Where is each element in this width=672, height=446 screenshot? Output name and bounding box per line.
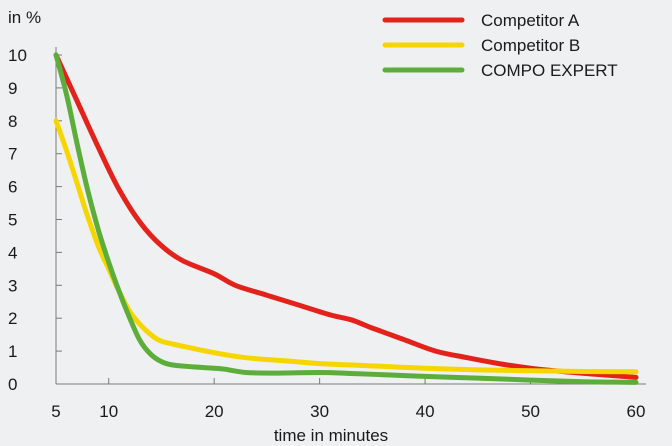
- x-tick-label: 5: [51, 402, 60, 421]
- legend-label-competitor-b: Competitor B: [481, 36, 580, 55]
- x-axis-label: time in minutes: [274, 426, 388, 445]
- series-line-competitor-a: [53, 52, 639, 380]
- series-line-compo-expert: [53, 52, 639, 385]
- y-tick-label: 6: [8, 178, 17, 197]
- y-tick-label: 9: [8, 79, 17, 98]
- y-tick-label: 5: [8, 211, 17, 230]
- y-tick-label: 3: [8, 276, 17, 295]
- y-tick-label: 1: [8, 342, 17, 361]
- y-axis-label: in %: [8, 8, 41, 27]
- x-tick-label: 50: [521, 402, 540, 421]
- series-layer: [53, 52, 639, 385]
- legend: Competitor A Competitor B COMPO EXPERT: [382, 11, 618, 80]
- y-tick-label: 8: [8, 112, 17, 131]
- x-tick-label: 10: [99, 402, 118, 421]
- x-tick-label: 30: [310, 402, 329, 421]
- y-tick-label: 2: [8, 309, 17, 328]
- axes: 0 1 2 3 4 5 6 7 8 9 10 5 10 20 30 40 50 60: [8, 46, 646, 421]
- x-tick-label: 60: [627, 402, 646, 421]
- y-tick-label: 7: [8, 145, 17, 164]
- y-tick-label: 4: [8, 243, 17, 262]
- y-tick-label: 0: [8, 375, 17, 394]
- legend-label-competitor-a: Competitor A: [481, 11, 580, 30]
- series-line-competitor-b: [53, 118, 639, 375]
- x-tick-label: 20: [205, 402, 224, 421]
- legend-label-compo-expert: COMPO EXPERT: [481, 61, 618, 80]
- y-tick-label: 10: [8, 46, 27, 65]
- x-tick-label: 40: [416, 402, 435, 421]
